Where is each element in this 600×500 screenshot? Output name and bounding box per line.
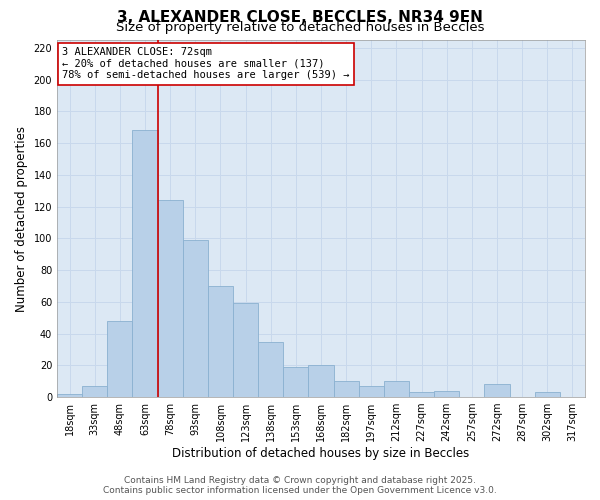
Bar bbox=[183, 240, 208, 397]
Text: 3, ALEXANDER CLOSE, BECCLES, NR34 9EN: 3, ALEXANDER CLOSE, BECCLES, NR34 9EN bbox=[117, 10, 483, 25]
Bar bbox=[82, 386, 107, 397]
Text: 3 ALEXANDER CLOSE: 72sqm
← 20% of detached houses are smaller (137)
78% of semi-: 3 ALEXANDER CLOSE: 72sqm ← 20% of detach… bbox=[62, 47, 350, 80]
Bar bbox=[283, 367, 308, 397]
Bar bbox=[384, 381, 409, 397]
Y-axis label: Number of detached properties: Number of detached properties bbox=[15, 126, 28, 312]
Text: Size of property relative to detached houses in Beccles: Size of property relative to detached ho… bbox=[116, 22, 484, 35]
Bar bbox=[133, 130, 158, 397]
Bar bbox=[233, 304, 258, 397]
Bar bbox=[107, 321, 133, 397]
Bar bbox=[484, 384, 509, 397]
Bar bbox=[409, 392, 434, 397]
Bar bbox=[57, 394, 82, 397]
Bar bbox=[158, 200, 183, 397]
Bar bbox=[258, 342, 283, 397]
Bar bbox=[535, 392, 560, 397]
Bar bbox=[334, 381, 359, 397]
Text: Contains HM Land Registry data © Crown copyright and database right 2025.
Contai: Contains HM Land Registry data © Crown c… bbox=[103, 476, 497, 495]
Bar bbox=[208, 286, 233, 397]
Bar bbox=[308, 366, 334, 397]
Bar bbox=[434, 390, 459, 397]
Bar bbox=[359, 386, 384, 397]
X-axis label: Distribution of detached houses by size in Beccles: Distribution of detached houses by size … bbox=[172, 447, 470, 460]
